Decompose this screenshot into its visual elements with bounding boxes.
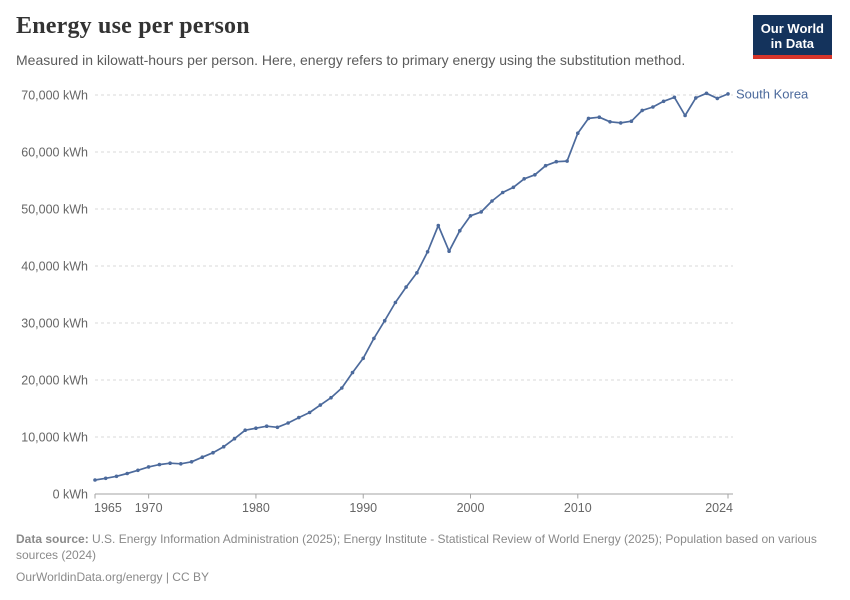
data-point[interactable]	[683, 113, 687, 118]
data-point[interactable]	[586, 116, 591, 121]
data-line[interactable]	[94, 92, 729, 481]
y-tick-label: 50,000 kWh	[21, 203, 88, 217]
x-tick-label: 1990	[349, 501, 377, 515]
data-point[interactable]	[694, 96, 698, 100]
license-line[interactable]: OurWorldinData.org/energy | CC BY	[16, 570, 209, 584]
data-point[interactable]	[458, 228, 462, 233]
data-point[interactable]	[629, 119, 634, 123]
data-point[interactable]	[221, 444, 226, 449]
data-point[interactable]	[576, 131, 580, 135]
data-point[interactable]	[275, 425, 280, 430]
data-point[interactable]	[511, 185, 516, 190]
y-tick-label: 20,000 kWh	[21, 374, 88, 388]
y-tick-label: 70,000 kWh	[21, 89, 88, 103]
data-point[interactable]	[329, 395, 333, 400]
data-point[interactable]	[554, 159, 559, 164]
data-point[interactable]	[393, 300, 398, 305]
data-source-label: Data source:	[16, 532, 89, 546]
data-point[interactable]	[415, 271, 419, 275]
owid-logo-line1: Our World	[760, 21, 824, 36]
x-tick-label: 1980	[242, 501, 270, 515]
data-point[interactable]	[114, 474, 119, 479]
data-source-note: Data source: U.S. Energy Information Adm…	[16, 531, 822, 563]
data-point[interactable]	[726, 92, 730, 96]
data-point[interactable]	[425, 250, 430, 254]
data-point[interactable]	[189, 460, 194, 464]
data-point[interactable]	[436, 223, 441, 228]
data-point[interactable]	[597, 115, 602, 119]
data-point[interactable]	[254, 426, 258, 431]
x-tick-label: 2000	[457, 501, 485, 515]
y-tick-label: 60,000 kWh	[21, 146, 88, 160]
data-point[interactable]	[715, 96, 720, 101]
data-point[interactable]	[157, 462, 162, 467]
y-tick-label: 40,000 kWh	[21, 260, 88, 274]
data-point[interactable]	[651, 105, 655, 109]
data-point[interactable]	[297, 415, 301, 420]
data-source-text: U.S. Energy Information Administration (…	[16, 532, 817, 562]
y-tick-label: 30,000 kWh	[21, 317, 88, 331]
data-point[interactable]	[361, 356, 366, 361]
data-point[interactable]	[211, 450, 215, 455]
data-point[interactable]	[372, 336, 376, 341]
data-point[interactable]	[468, 214, 473, 218]
data-point[interactable]	[618, 121, 623, 125]
data-point[interactable]	[350, 370, 355, 375]
data-point[interactable]	[146, 465, 151, 469]
y-tick-label: 10,000 kWh	[21, 431, 88, 445]
data-point[interactable]	[243, 428, 247, 433]
x-tick-label: 1970	[135, 501, 163, 515]
data-point[interactable]	[640, 108, 644, 113]
data-point[interactable]	[318, 403, 323, 407]
data-point[interactable]	[704, 91, 709, 96]
data-point[interactable]	[93, 478, 97, 482]
data-point[interactable]	[125, 471, 129, 476]
chart-footer: Data source: U.S. Energy Information Adm…	[16, 531, 822, 585]
data-point[interactable]	[232, 436, 237, 441]
data-point[interactable]	[490, 199, 494, 203]
data-point[interactable]	[543, 163, 548, 168]
owid-logo: Our World in Data	[752, 15, 832, 59]
data-point[interactable]	[286, 421, 290, 425]
data-point[interactable]	[500, 190, 505, 195]
data-point[interactable]	[522, 177, 526, 181]
x-tick-label: 2024	[705, 501, 733, 515]
series-label[interactable]: South Korea	[736, 86, 809, 101]
x-tick-label: 2010	[564, 501, 592, 515]
y-tick-label: 0 kWh	[53, 488, 88, 502]
x-tick-label: 1965	[94, 501, 122, 515]
line-chart[interactable]: 0 kWh 10,000 kWh 20,000 kWh 30,000 kWh 40,00…	[0, 85, 850, 530]
data-point[interactable]	[608, 120, 612, 124]
data-point[interactable]	[533, 173, 537, 177]
data-point[interactable]	[264, 424, 269, 429]
data-point[interactable]	[565, 159, 569, 163]
chart-subtitle: Measured in kilowatt-hours per person. H…	[16, 52, 686, 68]
data-point[interactable]	[447, 249, 451, 253]
data-point[interactable]	[382, 318, 387, 323]
data-point[interactable]	[200, 455, 205, 460]
data-point[interactable]	[179, 462, 183, 466]
owid-logo-line2: in Data	[770, 36, 815, 51]
data-point[interactable]	[307, 410, 312, 415]
data-point[interactable]	[103, 476, 108, 481]
data-point[interactable]	[404, 285, 408, 289]
data-point[interactable]	[672, 95, 677, 100]
data-point[interactable]	[168, 461, 172, 466]
data-point[interactable]	[340, 386, 344, 390]
data-point[interactable]	[661, 99, 666, 104]
data-point[interactable]	[136, 468, 140, 473]
data-point[interactable]	[479, 210, 484, 214]
page-title: Energy use per person	[16, 13, 250, 39]
